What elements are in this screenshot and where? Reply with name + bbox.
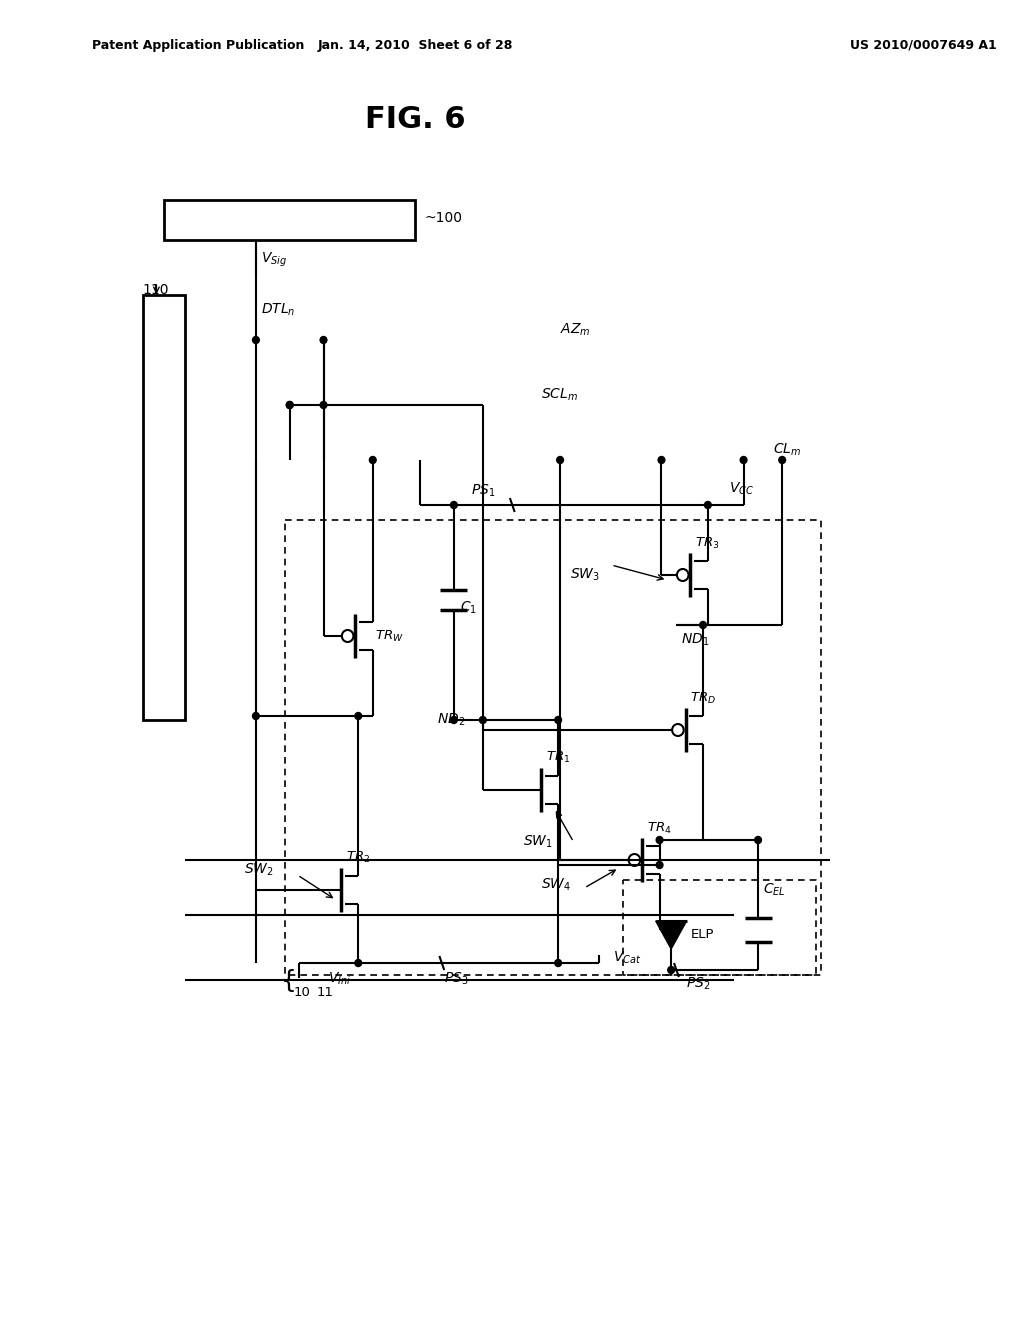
Text: $TR_3$: $TR_3$	[695, 536, 720, 550]
Text: 11: 11	[316, 986, 334, 999]
Circle shape	[699, 622, 707, 628]
Circle shape	[451, 717, 458, 723]
Text: $PS_2$: $PS_2$	[686, 975, 710, 993]
Text: $SW_2$: $SW_2$	[245, 862, 274, 878]
Text: US 2010/0007649 A1: US 2010/0007649 A1	[850, 38, 996, 51]
Text: $SW_1$: $SW_1$	[523, 834, 553, 850]
Text: $C_{EL}$: $C_{EL}$	[763, 882, 785, 898]
Circle shape	[479, 717, 486, 723]
Text: $SCL_m$: $SCL_m$	[541, 387, 578, 403]
Text: 10: 10	[294, 986, 310, 999]
Circle shape	[355, 713, 361, 719]
Circle shape	[557, 457, 563, 463]
Text: $TR_W$: $TR_W$	[375, 628, 403, 644]
Circle shape	[656, 862, 663, 869]
Circle shape	[656, 837, 663, 843]
Text: $TR_1$: $TR_1$	[546, 750, 570, 764]
Text: $V_{Ini}$: $V_{Ini}$	[329, 970, 351, 987]
Bar	[143, 294, 185, 719]
Circle shape	[451, 502, 458, 508]
Circle shape	[658, 457, 665, 463]
Text: $DTL_n$: $DTL_n$	[261, 302, 295, 318]
Circle shape	[253, 337, 259, 343]
Text: $SW_3$: $SW_3$	[569, 566, 600, 583]
Text: $V_{Sig}$: $V_{Sig}$	[261, 251, 287, 269]
Text: $V_{CC}$: $V_{CC}$	[729, 480, 754, 498]
Text: FIG. 6: FIG. 6	[365, 106, 466, 135]
Text: $SW_4$: $SW_4$	[541, 876, 570, 894]
Polygon shape	[655, 921, 687, 949]
Text: $C_1$: $C_1$	[460, 599, 476, 616]
Text: ~100: ~100	[425, 211, 463, 224]
Text: $AZ_m$: $AZ_m$	[560, 322, 591, 338]
Circle shape	[555, 960, 561, 966]
Circle shape	[705, 502, 712, 508]
Circle shape	[321, 337, 327, 343]
Text: ELP: ELP	[690, 928, 714, 941]
Circle shape	[355, 960, 361, 966]
Circle shape	[321, 401, 327, 408]
Text: $ND_2$: $ND_2$	[437, 711, 466, 729]
Circle shape	[253, 713, 259, 719]
Text: 110: 110	[143, 282, 169, 297]
Text: Jan. 14, 2010  Sheet 6 of 28: Jan. 14, 2010 Sheet 6 of 28	[317, 38, 513, 51]
Circle shape	[668, 966, 675, 974]
Text: $V_{Cat}$: $V_{Cat}$	[613, 950, 642, 966]
Text: $CL_m$: $CL_m$	[772, 442, 801, 458]
Text: SCAN DRIVING CIRCUIT: SCAN DRIVING CIRCUIT	[158, 430, 171, 585]
Circle shape	[779, 457, 785, 463]
Text: SIGNAL OUTPUT CIRCUIT: SIGNAL OUTPUT CIRCUIT	[203, 214, 376, 227]
Text: $TR_4$: $TR_4$	[647, 821, 672, 836]
Circle shape	[555, 717, 561, 723]
Circle shape	[287, 401, 293, 408]
Bar	[164, 201, 416, 240]
Text: $PS_3$: $PS_3$	[444, 970, 469, 987]
Text: $ND_1$: $ND_1$	[681, 632, 709, 648]
Text: $TR_2$: $TR_2$	[346, 850, 370, 865]
Text: $TR_D$: $TR_D$	[690, 690, 717, 706]
Text: Patent Application Publication: Patent Application Publication	[92, 38, 304, 51]
Text: $\{$: $\{$	[281, 966, 295, 994]
Circle shape	[287, 401, 293, 408]
Text: $PS_1$: $PS_1$	[471, 483, 496, 499]
Circle shape	[370, 457, 376, 463]
Circle shape	[740, 457, 746, 463]
Circle shape	[755, 837, 762, 843]
